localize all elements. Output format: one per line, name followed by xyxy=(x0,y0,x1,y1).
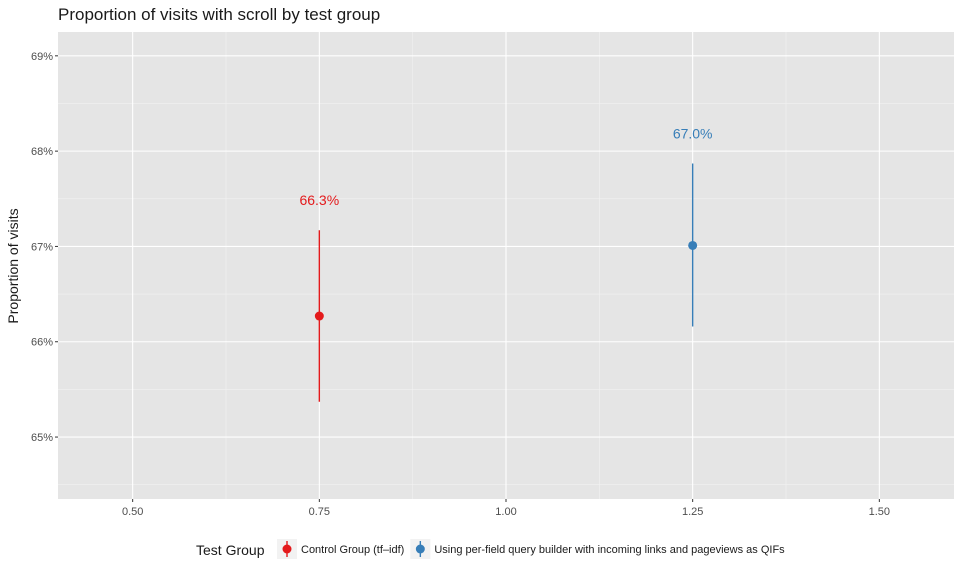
series-2-point xyxy=(688,240,698,250)
series-2-data-label: 67.0% xyxy=(673,126,713,142)
x-axis-ticks: 0.50 0.75 1.00 1.25 1.50 xyxy=(122,499,890,518)
x-tick-label: 0.75 xyxy=(309,506,330,518)
series-1-data-label: 66.3% xyxy=(299,192,339,208)
x-tick-label: 1.50 xyxy=(869,506,890,518)
legend-key-2-point xyxy=(415,544,425,554)
x-tick-label: 0.50 xyxy=(122,506,143,518)
major-gridlines xyxy=(58,32,954,499)
y-tick-label: 65% xyxy=(31,432,53,444)
series-1-point xyxy=(314,311,324,321)
y-axis-ticks: 65% 66% 67% 68% 69% xyxy=(31,51,58,444)
legend-label-2: Using per-field query builder with incom… xyxy=(434,544,785,556)
x-tick-label: 1.00 xyxy=(495,506,516,518)
y-axis-label: Proportion of visits xyxy=(5,208,21,323)
legend-key-1-point xyxy=(282,544,292,554)
chart-title: Proportion of visits with scroll by test… xyxy=(58,5,380,24)
y-tick-label: 68% xyxy=(31,146,53,158)
legend: Test Group Control Group (tf–idf) Using p… xyxy=(196,539,785,559)
y-tick-label: 66% xyxy=(31,337,53,349)
y-tick-label: 69% xyxy=(31,51,53,63)
data-marks: 66.3% 67.0% xyxy=(299,126,713,402)
legend-title: Test Group xyxy=(196,542,265,558)
legend-label-1: Control Group (tf–idf) xyxy=(301,544,404,556)
x-tick-label: 1.25 xyxy=(682,506,703,518)
y-tick-label: 67% xyxy=(31,241,53,253)
